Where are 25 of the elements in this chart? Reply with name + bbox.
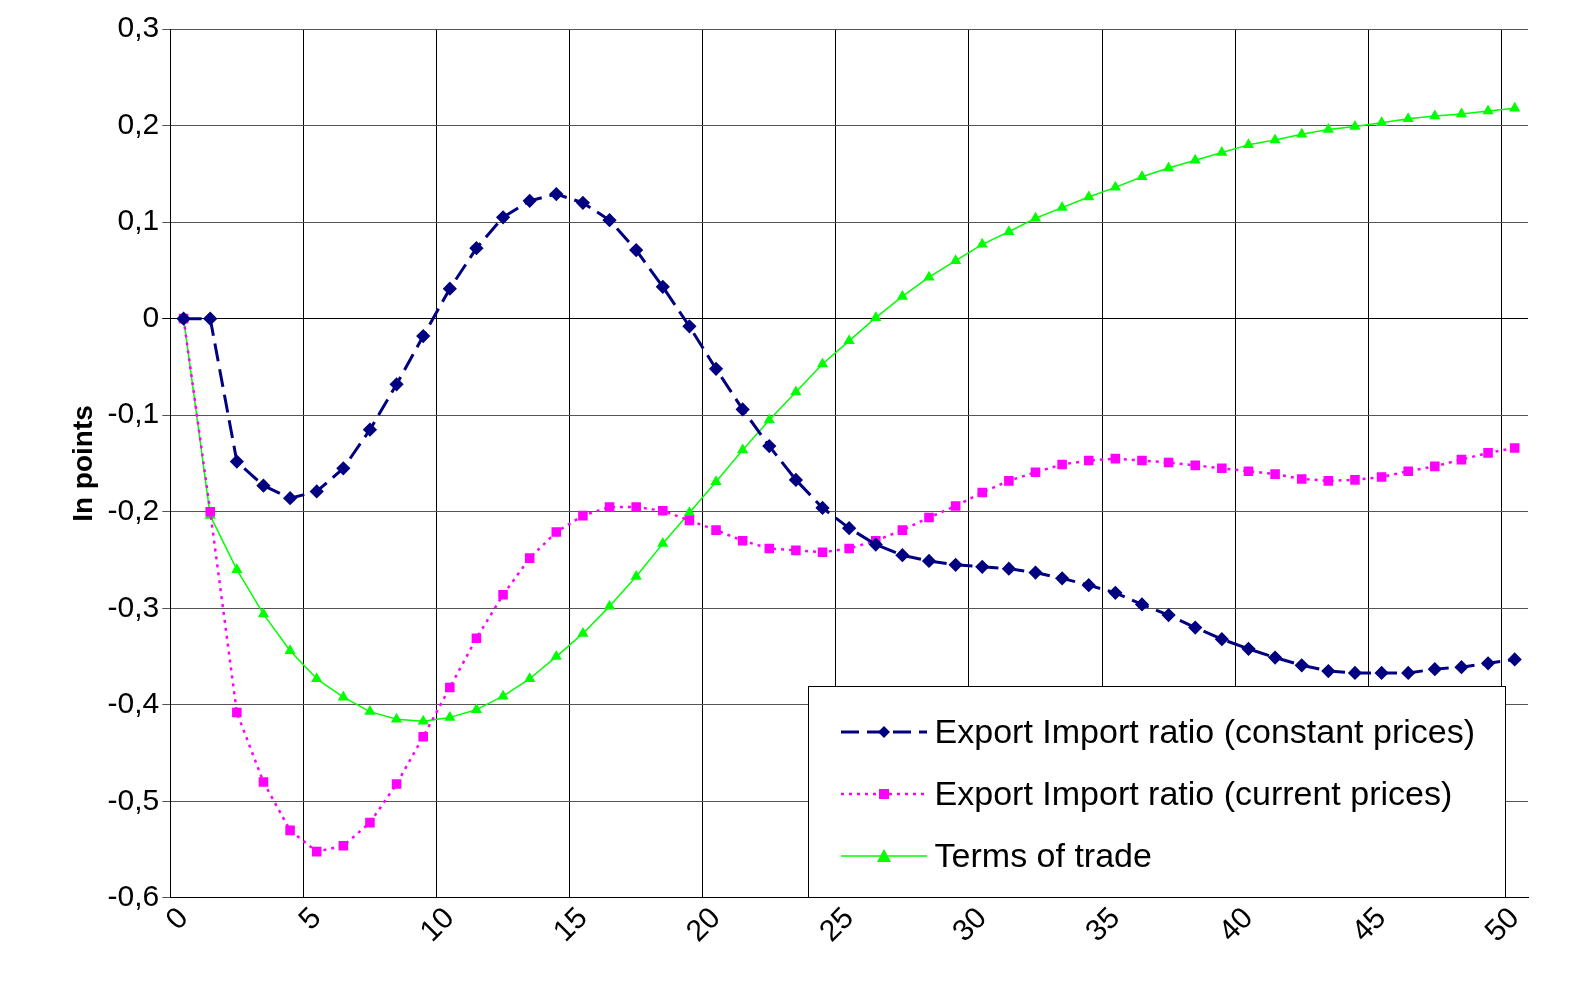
- y-tick-label: -0,4: [107, 686, 160, 720]
- x-tick-label: 45: [1344, 900, 1392, 948]
- y-tick-label: 0,3: [117, 10, 160, 44]
- x-tick-label: 15: [546, 900, 594, 948]
- y-tick-label: -0,2: [107, 493, 160, 527]
- x-tick-label: 50: [1477, 900, 1525, 948]
- x-tick-label: 35: [1078, 900, 1126, 948]
- x-tick-label: 40: [1211, 900, 1259, 948]
- y-tick-label: -0,3: [107, 589, 160, 623]
- y-axis-title: In points: [66, 405, 98, 522]
- x-tick-label: 5: [291, 900, 327, 936]
- y-tick-label: -0,5: [107, 782, 160, 816]
- y-tick-label: 0,2: [117, 106, 160, 140]
- x-tick-label: 20: [679, 900, 727, 948]
- x-tick-label: 30: [945, 900, 993, 948]
- y-tick-label: -0,6: [107, 879, 160, 913]
- x-tick-label: 10: [412, 900, 460, 948]
- legend-label: Export Import ratio (current prices): [934, 774, 1453, 814]
- legend-label: Export Import ratio (constant prices): [934, 712, 1475, 752]
- y-tick-label: -0,1: [107, 396, 160, 430]
- y-tick-label: 0: [142, 299, 160, 333]
- y-tick-label: 0,1: [117, 203, 160, 237]
- legend-label: Terms of trade: [934, 836, 1152, 876]
- x-tick-label: 0: [158, 900, 194, 936]
- x-tick-label: 25: [812, 900, 860, 948]
